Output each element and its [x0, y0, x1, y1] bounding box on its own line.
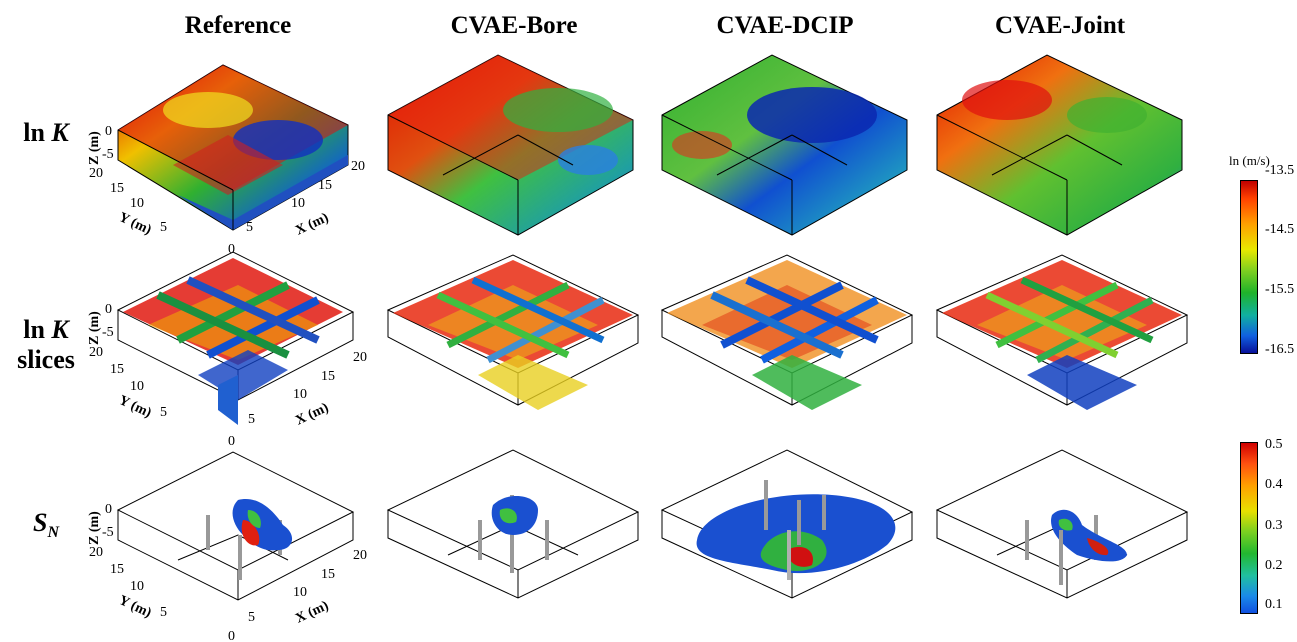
y-tick-5-slices: 5: [160, 405, 167, 420]
row-label-slices-prefix: ln: [23, 315, 52, 344]
colorbar-lnk-tick-13.5: -13.5: [1265, 163, 1295, 178]
slices-cvae-joint: [935, 254, 1189, 410]
x-tick-10-slices: 10: [293, 387, 307, 402]
column-title-cvae-joint: CVAE-Joint: [994, 12, 1126, 39]
x-tick-20: 20: [351, 159, 365, 174]
z-tick-0: 0: [105, 124, 112, 139]
sn-cvae-dcip: [660, 449, 914, 599]
colorbar-sn-tick-0.2: 0.2: [1265, 558, 1283, 573]
row-label-sn-sub: N: [47, 524, 60, 542]
x-tick-15-sn: 15: [321, 567, 335, 582]
origin-tick-slices: 0: [228, 434, 235, 449]
z-tick-5: -5: [102, 147, 114, 162]
column-title-cvae-bore: CVAE-Bore: [450, 12, 578, 39]
x-tick-20-slices: 20: [353, 350, 367, 365]
z-axis-label-sn: Z (m): [87, 511, 102, 545]
y-axis-label: Y (m): [116, 210, 154, 238]
colorbar-lnk-tick-16.5: -16.5: [1265, 342, 1295, 357]
lnk-block-cvae-dcip: [661, 54, 908, 236]
y-tick-5: 5: [160, 220, 167, 235]
x-tick-10-sn: 10: [293, 585, 307, 600]
x-axis-label-slices: X (m): [293, 400, 331, 428]
y-tick-15-sn: 15: [110, 562, 124, 577]
lnk-block-cvae-joint: [936, 54, 1183, 236]
origin-tick-sn: 0: [228, 629, 235, 642]
sn-cvae-bore: [386, 449, 640, 599]
x-axis-label: X (m): [293, 210, 331, 238]
z-tick-0-slices: 0: [105, 302, 112, 317]
colorbar-sn-tick-0.3: 0.3: [1265, 518, 1283, 533]
slices-cvae-dcip: [660, 254, 914, 410]
row-label-lnk: ln K: [6, 118, 86, 148]
column-title-reference: Reference: [184, 12, 292, 39]
y-tick-10-slices: 10: [130, 379, 144, 394]
row-label-slices-suffix: slices: [17, 345, 75, 374]
x-tick-20-sn: 20: [353, 548, 367, 563]
slices-reference: Z (m) 0 -5 20 15 10 5 Y (m) 0 5 10 15 20…: [87, 251, 367, 449]
colorbar-lnk-tick-14.5: -14.5: [1265, 222, 1295, 237]
y-tick-10: 10: [130, 196, 144, 211]
colorbar-lnk: [1240, 180, 1258, 354]
colorbar-lnk-tick-15.5: -15.5: [1265, 282, 1295, 297]
z-axis-label: Z (m): [87, 131, 102, 165]
colorbar-sn-tick-0.1: 0.1: [1265, 597, 1283, 612]
column-title-cvae-dcip: CVAE-DCIP: [716, 12, 854, 39]
x-tick-15-slices: 15: [321, 369, 335, 384]
y-tick-15-slices: 15: [110, 362, 124, 377]
colorbar-sn-tick-0.4: 0.4: [1265, 477, 1283, 492]
x-tick-15: 15: [318, 178, 332, 193]
z-axis-label-slices: Z (m): [87, 311, 102, 345]
x-axis-label-sn: X (m): [293, 598, 331, 626]
y-tick-20-slices: 20: [89, 345, 103, 360]
row-label-lnk-prefix: ln: [23, 118, 52, 147]
y-tick-10-sn: 10: [130, 579, 144, 594]
sn-reference: Z (m) 0 -5 20 15 10 5 Y (m) 0 5 10 15 20…: [87, 451, 367, 642]
x-tick-10: 10: [291, 196, 305, 211]
lnk-block-cvae-bore: [387, 54, 634, 236]
row-label-slices-var: K: [51, 315, 69, 344]
row-label-sn-var: S: [32, 508, 48, 537]
colorbar-sn: [1240, 442, 1258, 614]
y-tick-5-sn: 5: [160, 605, 167, 620]
y-axis-label-sn: Y (m): [116, 593, 154, 621]
row-label-slices: ln K slices: [6, 315, 86, 375]
y-tick-20: 20: [89, 166, 103, 181]
y-tick-15: 15: [110, 181, 124, 196]
row-label-lnk-var: K: [51, 118, 69, 147]
colorbar-sn-tick-0.5: 0.5: [1265, 437, 1283, 452]
row-label-sn: SN: [6, 508, 86, 548]
origin-tick: 0: [228, 242, 235, 257]
slices-cvae-bore: [386, 254, 640, 410]
z-tick-5-sn: -5: [102, 525, 114, 540]
y-tick-20-sn: 20: [89, 545, 103, 560]
x-tick-5: 5: [246, 220, 253, 235]
y-axis-label-slices: Y (m): [116, 393, 154, 421]
colorbar-lnk-title: ln (m/s): [1229, 153, 1270, 168]
lnk-block-reference: Z (m) 0 -5 20 15 10 5 Y (m) 0 5 10 15 20…: [87, 64, 365, 257]
z-tick-0-sn: 0: [105, 502, 112, 517]
z-tick-5-slices: -5: [102, 325, 114, 340]
x-tick-5-slices: 5: [248, 412, 255, 427]
sn-cvae-joint: [935, 449, 1189, 599]
x-tick-5-sn: 5: [248, 610, 255, 625]
